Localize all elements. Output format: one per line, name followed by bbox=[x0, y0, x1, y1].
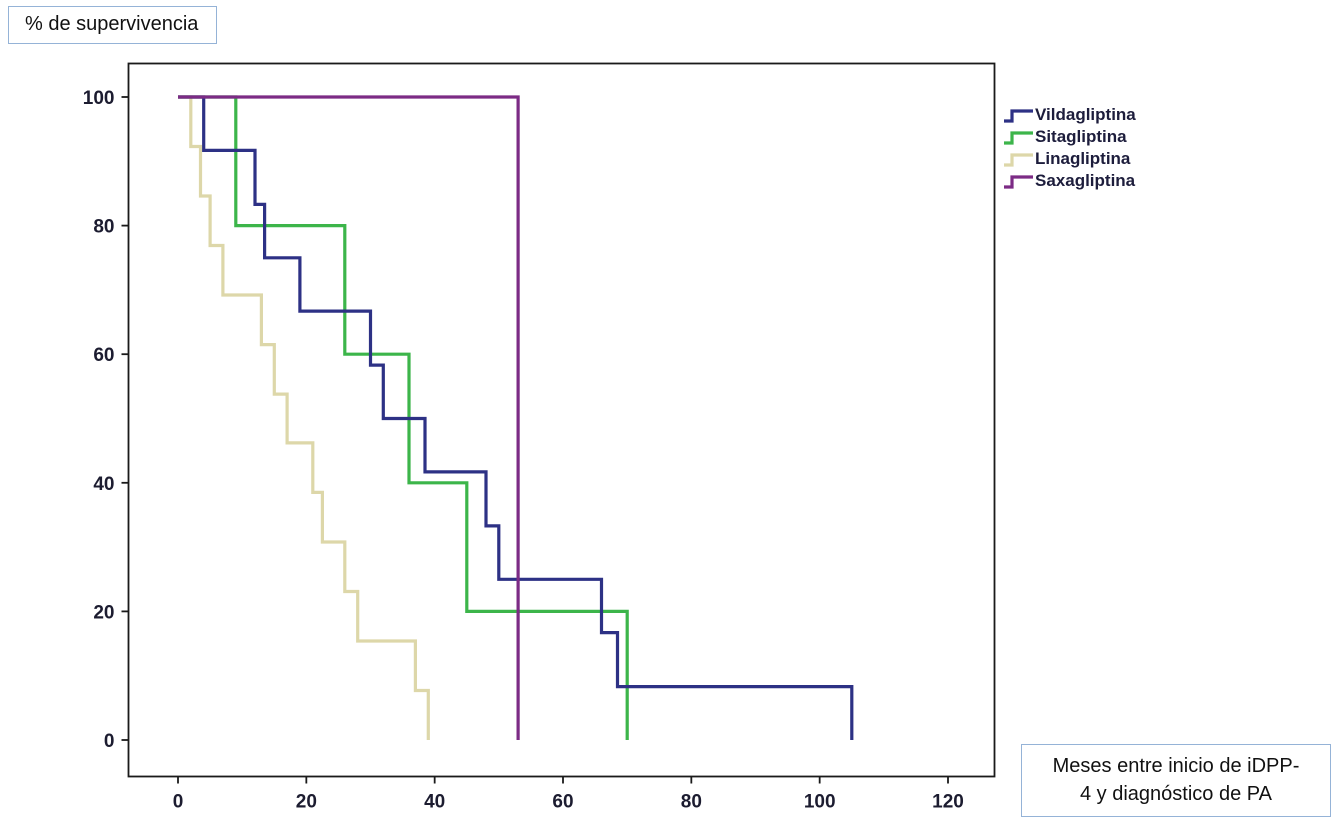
plot-border bbox=[127, 62, 996, 778]
x-axis-title-line-2: 4 y diagnóstico de PA bbox=[1080, 783, 1272, 805]
legend: Vildagliptina Sitagliptina Linagliptina Sax… bbox=[1003, 104, 1136, 192]
x-tick-label: 60 bbox=[552, 792, 573, 813]
y-tick-label: 20 bbox=[93, 602, 114, 623]
x-axis-title-box: Meses entre inicio de iDPP- 4 y diagnóst… bbox=[1021, 744, 1331, 817]
y-tick-label: 80 bbox=[93, 217, 114, 238]
legend-item-linagliptina: Linagliptina bbox=[1003, 148, 1136, 170]
x-tick-label: 100 bbox=[804, 792, 836, 813]
legend-label: Sitagliptina bbox=[1035, 127, 1127, 146]
legend-label: Saxagliptina bbox=[1035, 171, 1136, 190]
legend-key-icon bbox=[1004, 130, 1033, 145]
series-saxagliptina bbox=[178, 95, 520, 740]
x-tick-label: 20 bbox=[296, 792, 317, 813]
series-linagliptina bbox=[178, 95, 430, 740]
y-axis-title: % de supervivencia bbox=[25, 13, 199, 35]
legend-label: Vildagliptina bbox=[1035, 105, 1136, 124]
x-tick-label: 0 bbox=[173, 792, 184, 813]
y-tick-label: 60 bbox=[93, 345, 114, 366]
x-tick-label: 40 bbox=[424, 792, 445, 813]
y-tick-label: 0 bbox=[104, 731, 115, 752]
x-axis-title-line-1: Meses entre inicio de iDPP- bbox=[1052, 755, 1300, 777]
series-vildagliptina bbox=[178, 95, 854, 740]
legend-item-saxagliptina: Saxagliptina bbox=[1003, 170, 1136, 192]
legend-label: Linagliptina bbox=[1035, 149, 1131, 168]
x-tick-label: 120 bbox=[932, 792, 964, 813]
legend-key-icon bbox=[1004, 174, 1033, 189]
y-axis-title-box: % de supervivencia bbox=[8, 6, 218, 44]
legend-key-icon bbox=[1004, 152, 1033, 167]
legend-key-icon bbox=[1004, 108, 1033, 123]
y-tick-label: 100 bbox=[83, 88, 115, 109]
y-tick-label: 40 bbox=[93, 474, 114, 495]
series-sitagliptina bbox=[178, 95, 629, 740]
x-tick-label: 80 bbox=[681, 792, 702, 813]
legend-item-sitagliptina: Sitagliptina bbox=[1003, 126, 1136, 148]
legend-item-vildagliptina: Vildagliptina bbox=[1003, 104, 1136, 126]
